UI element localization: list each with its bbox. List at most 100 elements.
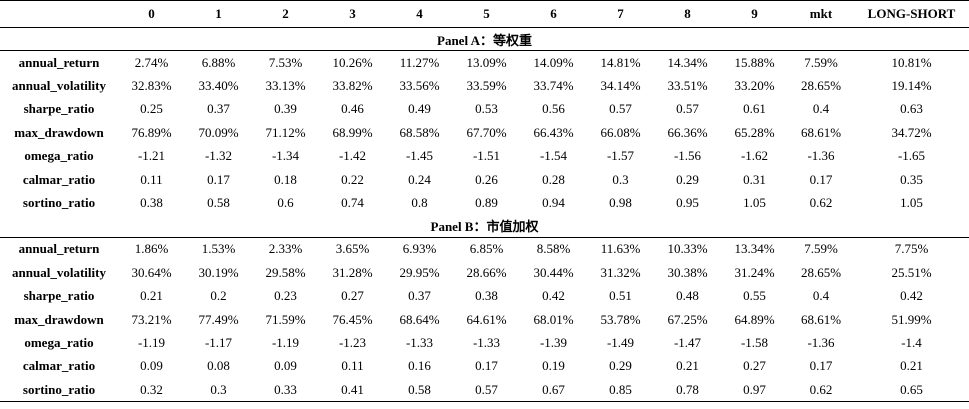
table-cell: 31.28% <box>332 264 373 280</box>
table-cell: 28.65% <box>800 78 842 94</box>
table-cell: 0.57 <box>453 378 520 403</box>
table-cell: 13.09% <box>466 54 507 70</box>
header-cell: mkt <box>788 0 854 28</box>
table-row: max_drawdown 73.21% 77.49% 71.59% 76.45% 68.6… <box>0 308 969 331</box>
table-cell: 65.28% <box>734 124 775 140</box>
table-cell: 0.16 <box>408 358 431 374</box>
table-cell: 0.18 <box>274 171 297 187</box>
table-cell: 0.4 <box>812 288 830 304</box>
table-cell: 0.38 <box>475 288 498 304</box>
table-cell: -1.49 <box>606 334 635 350</box>
table-cell: 0.17 <box>475 358 498 374</box>
table-cell: 0.49 <box>408 101 431 117</box>
table-cell: 0.21 <box>900 358 923 374</box>
table-cell: 0.74 <box>341 195 364 211</box>
row-label: sharpe_ratio <box>23 288 95 304</box>
table-cell: 30.38% <box>667 264 708 280</box>
table-cell: 0.62 <box>788 378 854 403</box>
table-cell: -1.42 <box>338 148 367 164</box>
table-cell: 31.24% <box>734 264 775 280</box>
table-cell: 68.61% <box>800 124 842 140</box>
table-cell: 0.33 <box>252 378 319 403</box>
table-cell: -1.65 <box>897 148 926 164</box>
table-cell: 0.17 <box>809 171 833 187</box>
table-cell: 68.61% <box>800 311 842 327</box>
table-cell: 0.32 <box>118 378 185 403</box>
table-cell: 64.89% <box>734 311 775 327</box>
row-label: sortino_ratio <box>0 378 118 403</box>
table-cell: 0.38 <box>140 195 163 211</box>
table-cell: 0.85 <box>587 378 654 403</box>
table-cell: 0.8 <box>411 195 428 211</box>
header-cell: 9 <box>721 0 788 28</box>
table-cell: 10.26% <box>332 54 373 70</box>
row-label: annual_return <box>18 241 100 257</box>
table-cell: -1.51 <box>472 148 501 164</box>
table-cell: 30.19% <box>198 264 239 280</box>
table-cell: 0.11 <box>140 171 163 187</box>
table-cell: 1.86% <box>134 241 169 257</box>
table-cell: 0.53 <box>475 101 498 117</box>
table-cell: 7.59% <box>804 241 838 257</box>
table-cell: 0.31 <box>743 171 766 187</box>
table-cell: -1.17 <box>204 334 233 350</box>
table-cell: 66.36% <box>667 124 708 140</box>
table-cell: 19.14% <box>891 78 932 94</box>
table-cell: -1.47 <box>673 334 702 350</box>
table-cell: 0.98 <box>609 195 632 211</box>
table-cell: 0.17 <box>809 358 833 374</box>
table-cell: 0.28 <box>542 171 565 187</box>
table-cell: 77.49% <box>198 311 239 327</box>
table-cell: 0.25 <box>140 101 163 117</box>
row-label: omega_ratio <box>24 148 94 164</box>
table-cell: 33.82% <box>332 78 373 94</box>
table-cell: 0.37 <box>207 101 230 117</box>
table-cell: 71.59% <box>265 311 306 327</box>
table-cell: 0.95 <box>676 195 699 211</box>
table-cell: 0.09 <box>140 358 163 374</box>
table-cell: -1.21 <box>137 148 166 164</box>
header-cell: 3 <box>319 0 386 28</box>
table-cell: 28.66% <box>466 264 507 280</box>
header-cell <box>0 0 118 28</box>
table-cell: -1.58 <box>740 334 769 350</box>
table-cell: 29.58% <box>265 264 306 280</box>
table-row: max_drawdown 76.89% 70.09% 71.12% 68.99% 68.5… <box>0 121 969 144</box>
header-cell: 8 <box>654 0 721 28</box>
table-cell: -1.36 <box>807 148 835 164</box>
table-cell: 29.95% <box>399 264 440 280</box>
table-cell: 0.97 <box>721 378 788 403</box>
table-row: annual_volatility 30.64% 30.19% 29.58% 31.28… <box>0 261 969 284</box>
table-cell: 0.89 <box>475 195 498 211</box>
header-cell: 2 <box>252 0 319 28</box>
table-cell: 0.08 <box>207 358 230 374</box>
table-cell: 2.33% <box>268 241 303 257</box>
table-cell: 66.43% <box>533 124 574 140</box>
table-cell: 70.09% <box>198 124 239 140</box>
table-cell: 0.21 <box>140 288 163 304</box>
header-cell: 1 <box>185 0 252 28</box>
table-cell: 0.6 <box>277 195 294 211</box>
row-label: max_drawdown <box>14 124 104 140</box>
table-cell: 28.65% <box>800 264 842 280</box>
table-cell: 10.33% <box>667 241 708 257</box>
table-cell: 6.93% <box>402 241 437 257</box>
row-label: sharpe_ratio <box>23 101 95 117</box>
table-cell: 15.88% <box>734 54 775 70</box>
table-cell: 31.32% <box>600 264 641 280</box>
table-cell: -1.32 <box>204 148 233 164</box>
table-cell: 0.58 <box>207 195 230 211</box>
table-cell: 0.19 <box>542 358 565 374</box>
table-cell: -1.39 <box>539 334 568 350</box>
table-cell: 51.99% <box>891 311 932 327</box>
table-cell: 34.72% <box>891 124 932 140</box>
table-cell: 68.01% <box>533 311 574 327</box>
row-label: annual_volatility <box>12 78 106 94</box>
table-cell: 0.4 <box>812 101 830 117</box>
table-cell: 7.53% <box>268 54 303 70</box>
row-label: omega_ratio <box>24 334 94 350</box>
table-cell: 8.58% <box>536 241 571 257</box>
table-cell: 33.74% <box>533 78 574 94</box>
table-cell: -1.19 <box>137 334 166 350</box>
table-row: omega_ratio -1.19 -1.17 -1.19 -1.23 -1.33 -1.3… <box>0 331 969 354</box>
